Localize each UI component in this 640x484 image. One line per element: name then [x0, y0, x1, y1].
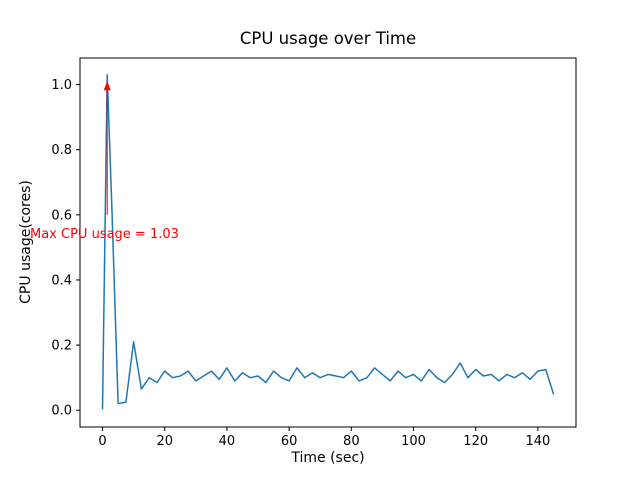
- x-tick-label: 140: [525, 434, 550, 449]
- x-tick-label: 40: [219, 434, 236, 449]
- x-tick-label: 20: [156, 434, 173, 449]
- x-tick-label: 100: [401, 434, 426, 449]
- y-axis-label: CPU usage(cores): [18, 180, 34, 304]
- x-axis-label: Time (sec): [290, 450, 364, 466]
- chart-title: CPU usage over Time: [240, 29, 416, 48]
- plot-group: 0 20 40 60 80 100 120 140 0.0 0.2 0.4 0.6 0.8 1.0: [51, 57, 577, 449]
- x-tick-label: 120: [463, 434, 488, 449]
- y-tick-label: 0.6: [51, 208, 72, 223]
- y-tick-label: 0.8: [51, 143, 72, 158]
- y-tick-label: 1.0: [51, 78, 72, 93]
- y-tick-label: 0.4: [51, 273, 72, 288]
- plot-area: [79, 57, 577, 428]
- x-tick-label: 60: [281, 434, 298, 449]
- y-tick-label: 0.0: [51, 404, 72, 419]
- annotation-arrow-head: [103, 81, 111, 91]
- x-tick-label: 0: [98, 434, 106, 449]
- cpu-usage-line: [101, 74, 555, 410]
- max-cpu-annotation: Max CPU usage = 1.03: [30, 227, 179, 242]
- y-tick-label: 0.2: [51, 339, 72, 354]
- x-tick-label: 80: [343, 434, 360, 449]
